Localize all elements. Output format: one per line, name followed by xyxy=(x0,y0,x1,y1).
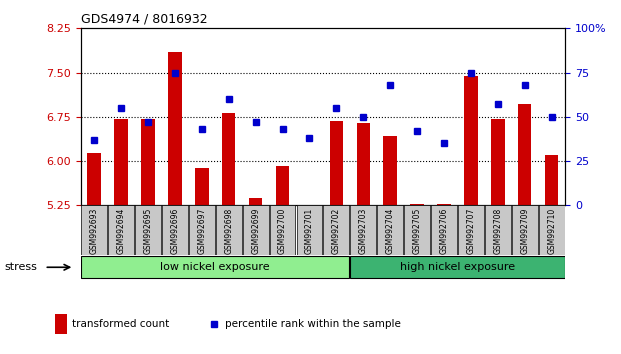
Text: GSM992700: GSM992700 xyxy=(278,208,287,254)
Bar xyxy=(135,205,161,255)
Bar xyxy=(195,168,209,205)
Text: GSM992698: GSM992698 xyxy=(224,208,233,254)
Bar xyxy=(464,75,478,205)
Text: percentile rank within the sample: percentile rank within the sample xyxy=(225,319,401,329)
Bar xyxy=(356,123,370,205)
Bar xyxy=(168,52,181,205)
Text: GSM992709: GSM992709 xyxy=(520,208,529,254)
Bar xyxy=(539,205,564,255)
Bar xyxy=(249,198,262,205)
Bar xyxy=(458,205,484,255)
Text: GSM992706: GSM992706 xyxy=(440,208,448,254)
Bar xyxy=(410,204,424,205)
Bar xyxy=(383,136,397,205)
Bar xyxy=(324,205,349,255)
Text: low nickel exposure: low nickel exposure xyxy=(160,262,270,272)
Bar xyxy=(114,119,128,205)
Bar xyxy=(270,205,296,255)
Bar xyxy=(297,205,322,255)
Bar xyxy=(276,166,289,205)
Bar xyxy=(330,121,343,205)
Text: high nickel exposure: high nickel exposure xyxy=(400,262,515,272)
Bar xyxy=(55,314,67,334)
Bar xyxy=(485,205,510,255)
Text: stress: stress xyxy=(4,262,37,272)
Bar xyxy=(491,119,504,205)
Text: GSM992708: GSM992708 xyxy=(493,208,502,254)
Bar xyxy=(431,205,457,255)
Bar xyxy=(222,113,235,205)
Bar xyxy=(88,153,101,205)
Bar xyxy=(518,104,532,205)
Bar xyxy=(437,204,451,205)
Bar xyxy=(81,205,107,255)
Text: GSM992701: GSM992701 xyxy=(305,208,314,254)
Text: GSM992702: GSM992702 xyxy=(332,208,341,254)
Text: GSM992695: GSM992695 xyxy=(143,208,153,254)
Text: transformed count: transformed count xyxy=(71,319,169,329)
Text: GSM992693: GSM992693 xyxy=(89,208,99,254)
Bar xyxy=(81,256,349,278)
Text: GSM992703: GSM992703 xyxy=(359,208,368,254)
Bar xyxy=(378,205,403,255)
Bar xyxy=(404,205,430,255)
Text: GSM992696: GSM992696 xyxy=(170,208,179,254)
Text: GSM992699: GSM992699 xyxy=(251,208,260,254)
Bar xyxy=(108,205,134,255)
Bar xyxy=(189,205,215,255)
Text: GSM992704: GSM992704 xyxy=(386,208,395,254)
Bar xyxy=(162,205,188,255)
Text: GSM992694: GSM992694 xyxy=(117,208,125,254)
Bar xyxy=(512,205,538,255)
Text: GSM992697: GSM992697 xyxy=(197,208,206,254)
Text: GSM992705: GSM992705 xyxy=(412,208,422,254)
Bar xyxy=(142,119,155,205)
Bar xyxy=(545,155,558,205)
Bar xyxy=(350,256,564,278)
Bar xyxy=(350,205,376,255)
Text: GSM992707: GSM992707 xyxy=(466,208,476,254)
Bar xyxy=(243,205,268,255)
Bar xyxy=(216,205,242,255)
Text: GSM992710: GSM992710 xyxy=(547,208,556,254)
Text: GDS4974 / 8016932: GDS4974 / 8016932 xyxy=(81,13,207,26)
